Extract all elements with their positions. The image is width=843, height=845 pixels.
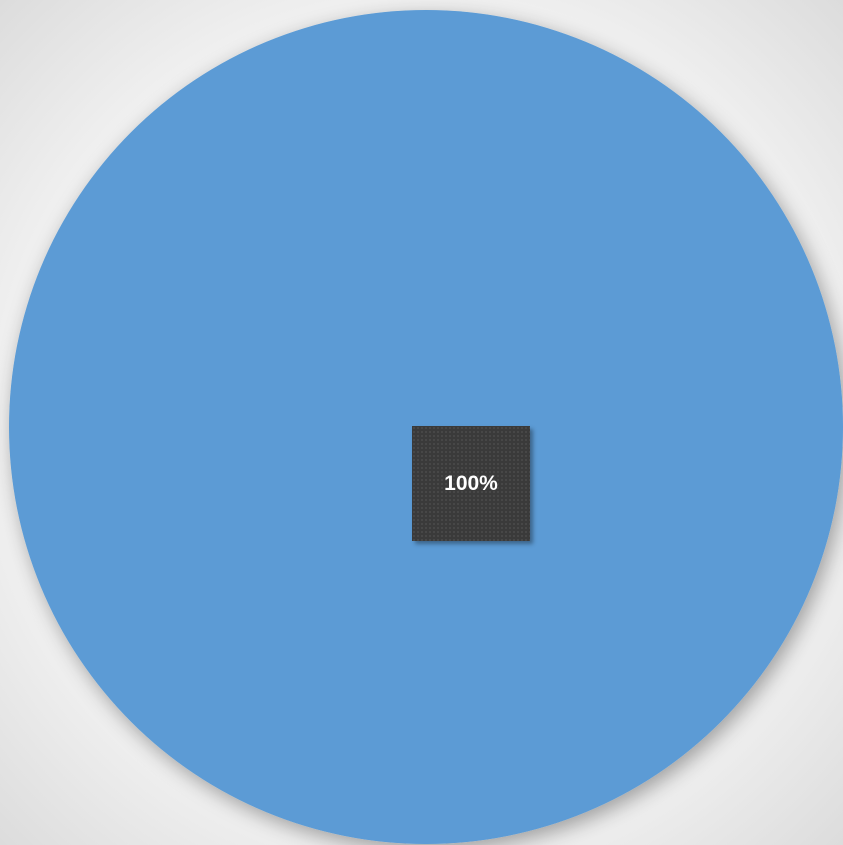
slice-data-label-text: 100% [444,471,498,495]
slice-data-label: 100% [412,426,530,541]
